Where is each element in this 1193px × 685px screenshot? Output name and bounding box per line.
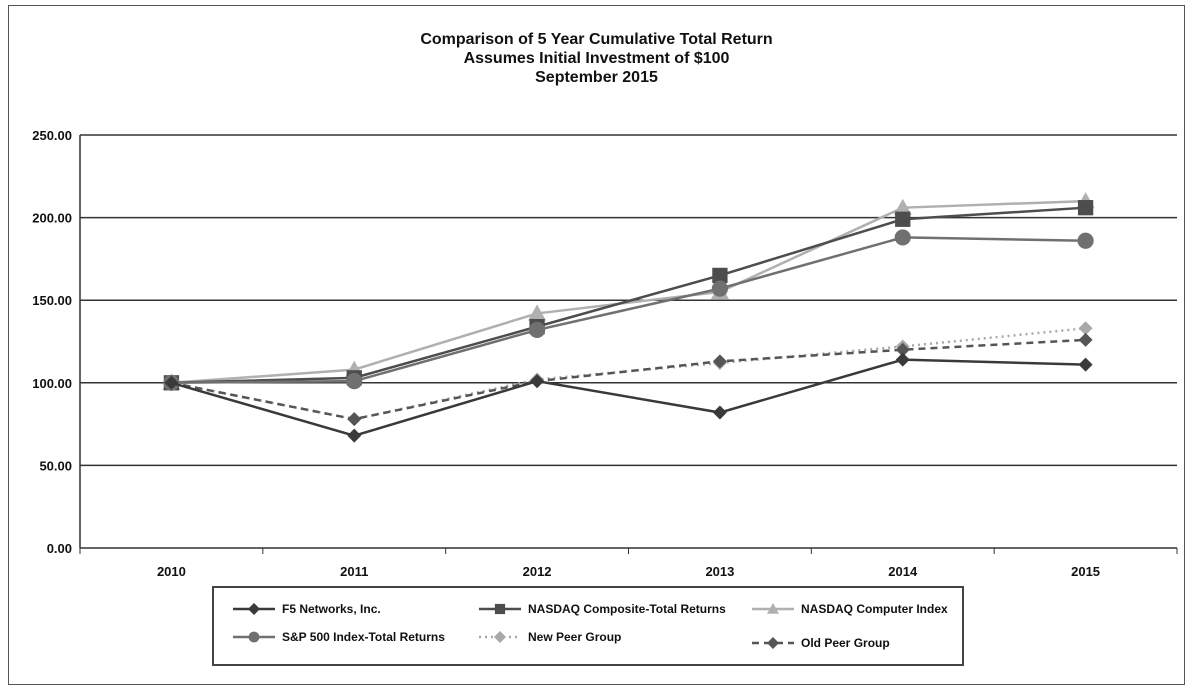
data-point	[712, 267, 728, 284]
y-tick-label: 200.00	[32, 211, 72, 226]
legend-label: S&P 500 Index-Total Returns	[282, 630, 445, 644]
legend-marker	[767, 603, 779, 614]
series-line	[171, 206, 1086, 385]
legend-marker	[494, 603, 506, 615]
chart-titles: Comparison of 5 Year Cumulative Total Re…	[0, 30, 1193, 87]
series-line	[171, 358, 1086, 437]
data-point	[895, 352, 910, 367]
data-point	[347, 428, 362, 443]
data-point	[894, 229, 911, 246]
data-point	[528, 321, 546, 339]
legend-label: NASDAQ Composite-Total Returns	[528, 602, 726, 616]
x-tick-label: 2015	[1071, 564, 1100, 579]
data-point	[347, 412, 362, 427]
legend-item: New Peer Group	[478, 630, 621, 644]
data-point	[712, 354, 727, 369]
y-tick-label: 0.00	[47, 541, 72, 556]
legend-label: NASDAQ Computer Index	[801, 602, 948, 616]
data-point	[711, 280, 729, 297]
x-tick-label: 2014	[888, 564, 918, 579]
data-point	[1078, 357, 1093, 372]
legend-item: S&P 500 Index-Total Returns	[232, 630, 445, 644]
legend-swatch	[479, 631, 521, 643]
data-point	[895, 211, 911, 227]
legend-item: Old Peer Group	[751, 636, 890, 650]
legend: F5 Networks, Inc. NASDAQ Composite-Total …	[212, 586, 964, 666]
legend-swatch	[752, 603, 794, 614]
legend-marker	[248, 603, 260, 615]
chart-title: Comparison of 5 Year Cumulative Total Re…	[420, 31, 773, 48]
series-line	[171, 199, 1086, 385]
x-tick-label: 2011	[340, 564, 368, 579]
data-point	[528, 304, 547, 321]
legend-marker	[494, 631, 506, 643]
legend-item: F5 Networks, Inc.	[232, 602, 381, 616]
y-tick-label: 150.00	[32, 293, 72, 308]
series-line	[171, 236, 1086, 385]
legend-swatch	[233, 603, 275, 615]
y-tick-label: 100.00	[32, 376, 72, 391]
legend-swatch	[233, 631, 275, 643]
y-tick-label: 250.00	[32, 128, 72, 143]
y-tick-label: 50.00	[39, 458, 72, 473]
data-point	[1078, 321, 1093, 336]
legend-marker	[248, 631, 260, 643]
legend-label: F5 Networks, Inc.	[282, 602, 381, 616]
legend-item: NASDAQ Composite-Total Returns	[478, 602, 726, 616]
legend-marker	[767, 637, 779, 649]
legend-label: New Peer Group	[528, 630, 622, 644]
legend-label: Old Peer Group	[801, 636, 890, 650]
data-point	[1077, 200, 1094, 216]
x-tick-label: 2013	[705, 564, 734, 579]
chart-subtitle-1: Assumes Initial Investment of $100	[463, 50, 730, 67]
data-point	[530, 374, 545, 389]
data-point	[1078, 332, 1093, 347]
legend-swatch	[479, 603, 521, 615]
x-tick-label: 2010	[157, 564, 186, 579]
series-0	[164, 352, 1093, 443]
data-point	[164, 375, 179, 390]
legend-item: NASDAQ Computer Index	[751, 602, 948, 616]
data-point	[712, 405, 727, 420]
series-3	[163, 229, 1094, 391]
data-point	[1077, 232, 1094, 249]
data-point	[895, 342, 910, 357]
data-point	[893, 198, 912, 215]
x-tick-label: 2012	[523, 564, 552, 579]
data-point	[346, 373, 363, 390]
chart-subtitle-2: September 2015	[535, 69, 658, 86]
legend-swatch	[752, 637, 794, 649]
series-line	[171, 338, 1086, 421]
line-chart: 0.00 50.00 100.00 150.00 200.00 250.00 2010 201…	[32, 128, 1178, 579]
